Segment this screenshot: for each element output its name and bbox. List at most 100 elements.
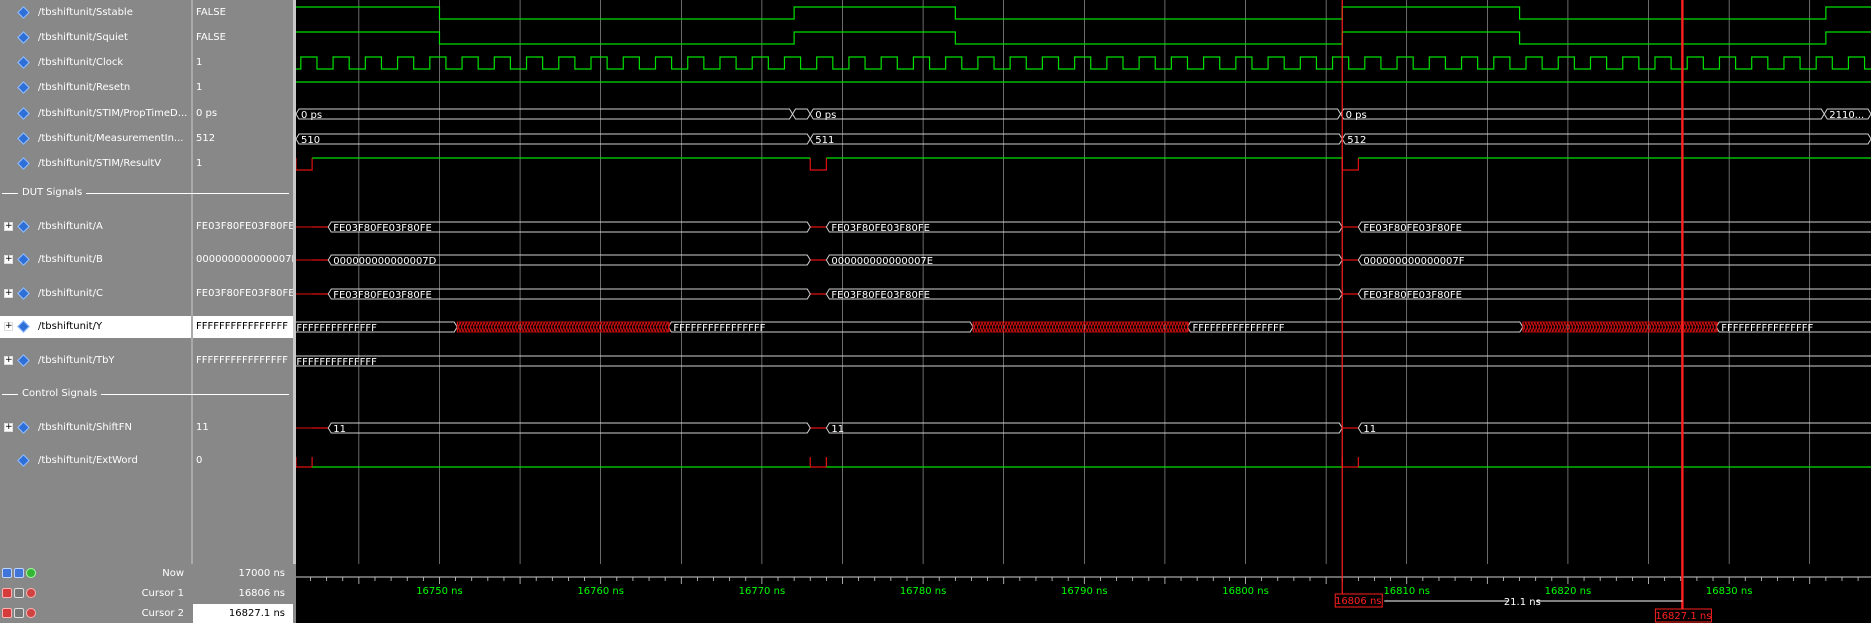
bus-value-label: FE03F80FE03F80FE [1363,290,1462,301]
signal-name[interactable]: /tbshiftunit/TbY [38,355,115,366]
edit-cursor-icon[interactable] [14,608,24,618]
signal-value[interactable]: 11 [196,422,209,433]
now-label: Now [162,568,184,579]
expand-icon[interactable]: + [4,288,13,298]
extword-glitch [809,457,827,468]
signal-name[interactable]: /tbshiftunit/ExtWord [38,455,138,466]
signal-row[interactable]: /tbshiftunit/Sstable [0,2,191,24]
signal-name[interactable]: /tbshiftunit/ShiftFN [38,422,132,433]
cursor2-label-box [1654,608,1712,623]
bus-segment [1357,221,1871,233]
c-bus: FE03F80FE03F80FE FE03F80FE03F80FE FE03F80F… [327,288,1871,301]
shiftfn-bus: 11 11 11 [327,422,1871,435]
signal-value[interactable]: 1 [196,57,203,68]
signal-name[interactable]: /tbshiftunit/A [38,221,103,232]
expand-icon[interactable]: + [4,221,13,231]
signal-value[interactable]: 1 [196,158,203,169]
signal-value[interactable]: 0 [196,455,203,466]
signal-row[interactable]: + /tbshiftunit/C [0,283,191,305]
signal-name[interactable]: /tbshiftunit/Y [38,321,103,332]
signal-row[interactable]: + /tbshiftunit/ShiftFN [0,417,191,439]
group-label: DUT Signals [22,187,83,198]
timeline-canvas[interactable]: 16750 ns 16760 ns 16770 ns 16780 ns 16790 ns… [296,564,1871,623]
signal-row[interactable]: /tbshiftunit/Resetn [0,77,191,99]
timeline-ruler[interactable]: 16750 ns 16760 ns 16770 ns 16780 ns 16790 ns… [296,564,1871,623]
signal-value[interactable]: 512 [196,133,216,144]
signal-value[interactable]: 0 ps [196,108,218,119]
bus-segment [791,108,811,120]
signal-value[interactable]: FFFFFFFFFFFFFFFF [196,355,289,366]
signal-value[interactable]: FFFFFFFFFFFFFFFF [193,316,293,338]
resultv-glitch [809,158,827,171]
tick-label: 16790 ns [1061,586,1108,597]
edit-cursor-icon[interactable] [14,588,24,598]
signal-row[interactable]: /tbshiftunit/ExtWord [0,450,191,472]
signal-row[interactable]: + /tbshiftunit/Y [0,316,191,338]
bus-segment [1823,108,1871,120]
cursor1-value[interactable]: 16806 ns [238,588,285,599]
waveform-area[interactable]: 0 ps 0 ps 0 ps 2110... 510 511 512 FE03F80FE03F… [296,0,1871,564]
signal-name[interactable]: /tbshiftunit/Sstable [38,7,133,18]
signal-row[interactable]: /tbshiftunit/MeasurementIn... [0,128,191,150]
signal-name[interactable]: /tbshiftunit/Squiet [38,32,128,43]
signal-row[interactable]: + /tbshiftunit/B [0,249,191,271]
signal-diamond-icon [17,157,30,170]
signal-name[interactable]: /tbshiftunit/STIM/ResultV [38,158,162,169]
signal-row[interactable]: + /tbshiftunit/TbY [0,350,191,372]
signal-name-pane[interactable]: /tbshiftunit/Sstable/tbshiftunit/Squiet /… [0,0,191,564]
separator-line [2,394,18,395]
cursor2-row[interactable]: Cursor 2 16827.1 ns [0,604,296,623]
expand-icon[interactable]: + [4,355,13,365]
remove-cursor-icon[interactable] [26,588,36,598]
measurement-bus: 510 511 512 [296,133,1871,146]
signal-name[interactable]: /tbshiftunit/MeasurementIn... [38,133,184,144]
signal-row[interactable]: + /tbshiftunit/A [0,216,191,238]
cursor2-label[interactable]: Cursor 2 [141,608,184,619]
expand-icon[interactable]: + [4,321,13,331]
signal-value[interactable]: 1 [196,82,203,93]
waveform-canvas[interactable]: 0 ps 0 ps 0 ps 2110... 510 511 512 FE03F80FE03F… [296,0,1871,564]
delta-label: 21.1 ns [1504,597,1541,608]
signal-name[interactable]: /tbshiftunit/B [38,254,103,265]
lock-icon[interactable] [2,588,12,598]
bus-segment [296,108,794,120]
signal-value[interactable]: FE03F80FE03F80FE [196,288,293,299]
signal-diamond-icon [17,132,30,145]
bus-value-label: FFFFFFFFFFFFFFFF [296,357,377,368]
signal-row[interactable]: /tbshiftunit/Clock [0,52,191,74]
lock-icon[interactable] [2,608,12,618]
signal-name[interactable]: /tbshiftunit/C [38,288,103,299]
cursor1-row[interactable]: Cursor 1 16806 ns [0,584,296,603]
expand-icon[interactable]: + [4,254,13,264]
signal-row[interactable]: /tbshiftunit/STIM/PropTimeD... [0,103,191,125]
bus-segment [1357,288,1871,300]
tick-label: 16830 ns [1706,586,1753,597]
bus-value-label: 11 [333,424,346,435]
xstate-hatch [972,321,1190,333]
signal-value[interactable]: FALSE [196,32,226,43]
signal-name[interactable]: /tbshiftunit/STIM/PropTimeD... [38,108,188,119]
bus-value-label: 511 [815,135,834,146]
signal-row[interactable]: /tbshiftunit/Squiet [0,27,191,49]
signal-value-pane[interactable]: FALSE FALSE 1 1 0 ps 512 1 FE03F80FE03F80FE 0000… [193,0,293,564]
tick-label: 16770 ns [739,586,786,597]
signal-name[interactable]: /tbshiftunit/Resetn [38,82,131,93]
remove-cursor-icon[interactable] [26,608,36,618]
cursor1-label[interactable]: Cursor 1 [141,588,184,599]
name-value-splitter[interactable] [191,0,193,623]
signal-value[interactable]: 000000000000007F [196,254,293,265]
bus-value-label: 000000000000007E [831,256,933,267]
signal-name[interactable]: /tbshiftunit/Clock [38,57,124,68]
signal-value[interactable]: FE03F80FE03F80FE [196,221,293,232]
cursor-list-icon[interactable] [2,568,12,578]
signal-value[interactable]: FALSE [196,7,226,18]
signal-row[interactable]: /tbshiftunit/STIM/ResultV [0,153,191,175]
bus-value-label: FFFFFFFFFFFFFFFF [1721,323,1813,334]
signal-diamond-icon [17,354,30,367]
cursor2-value[interactable]: 16827.1 ns [193,604,293,623]
pane-splitter[interactable] [293,0,296,623]
bus-segment [327,254,811,266]
expand-icon[interactable]: + [4,422,13,432]
add-cursor-icon[interactable] [26,568,36,578]
cursor-window-icon[interactable] [14,568,24,578]
